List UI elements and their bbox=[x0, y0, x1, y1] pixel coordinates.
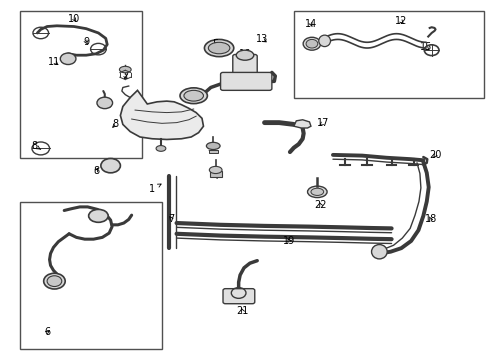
Text: 16: 16 bbox=[239, 49, 251, 59]
Ellipse shape bbox=[60, 53, 76, 64]
Bar bbox=[209, 150, 218, 153]
Text: 11: 11 bbox=[99, 100, 112, 110]
FancyBboxPatch shape bbox=[233, 54, 257, 78]
Polygon shape bbox=[121, 90, 203, 139]
Ellipse shape bbox=[120, 66, 131, 73]
Text: 3: 3 bbox=[208, 143, 214, 153]
Text: 20: 20 bbox=[429, 150, 442, 160]
Text: 15: 15 bbox=[419, 42, 432, 52]
Ellipse shape bbox=[208, 42, 230, 54]
Text: 6: 6 bbox=[44, 327, 50, 337]
Bar bbox=[20, 202, 162, 348]
Ellipse shape bbox=[303, 37, 321, 50]
Text: 11: 11 bbox=[49, 57, 61, 67]
Ellipse shape bbox=[180, 88, 207, 104]
Text: 8: 8 bbox=[32, 141, 41, 151]
Ellipse shape bbox=[308, 186, 327, 198]
Ellipse shape bbox=[97, 97, 113, 109]
Text: 1: 1 bbox=[149, 184, 161, 194]
Text: 2: 2 bbox=[122, 71, 128, 81]
FancyBboxPatch shape bbox=[223, 289, 255, 304]
FancyBboxPatch shape bbox=[220, 72, 272, 90]
Ellipse shape bbox=[204, 40, 234, 57]
Ellipse shape bbox=[206, 142, 220, 149]
Polygon shape bbox=[294, 120, 311, 128]
Text: 13: 13 bbox=[256, 35, 268, 44]
Bar bbox=[210, 171, 221, 177]
Text: 9: 9 bbox=[83, 37, 89, 47]
Ellipse shape bbox=[156, 145, 166, 151]
Text: 14: 14 bbox=[305, 19, 317, 29]
Text: 7: 7 bbox=[169, 215, 175, 224]
Text: 5: 5 bbox=[213, 39, 219, 49]
Ellipse shape bbox=[306, 40, 318, 48]
Text: 19: 19 bbox=[283, 236, 295, 246]
Text: 17: 17 bbox=[317, 118, 329, 128]
Ellipse shape bbox=[311, 188, 324, 195]
Text: 21: 21 bbox=[236, 306, 249, 316]
Ellipse shape bbox=[209, 166, 222, 174]
Ellipse shape bbox=[47, 276, 62, 287]
Bar bbox=[20, 12, 143, 158]
Ellipse shape bbox=[184, 90, 203, 101]
Text: 8: 8 bbox=[93, 166, 99, 176]
Ellipse shape bbox=[101, 158, 121, 173]
Text: 4: 4 bbox=[213, 171, 219, 181]
Ellipse shape bbox=[236, 50, 254, 60]
Ellipse shape bbox=[44, 273, 65, 289]
Text: 12: 12 bbox=[395, 17, 408, 27]
Ellipse shape bbox=[89, 210, 108, 222]
Text: 18: 18 bbox=[424, 215, 437, 224]
Text: 8: 8 bbox=[113, 120, 119, 129]
Text: 22: 22 bbox=[315, 200, 327, 210]
Ellipse shape bbox=[319, 35, 331, 46]
Bar bbox=[294, 12, 485, 98]
Text: 10: 10 bbox=[68, 14, 80, 24]
Ellipse shape bbox=[371, 244, 387, 259]
